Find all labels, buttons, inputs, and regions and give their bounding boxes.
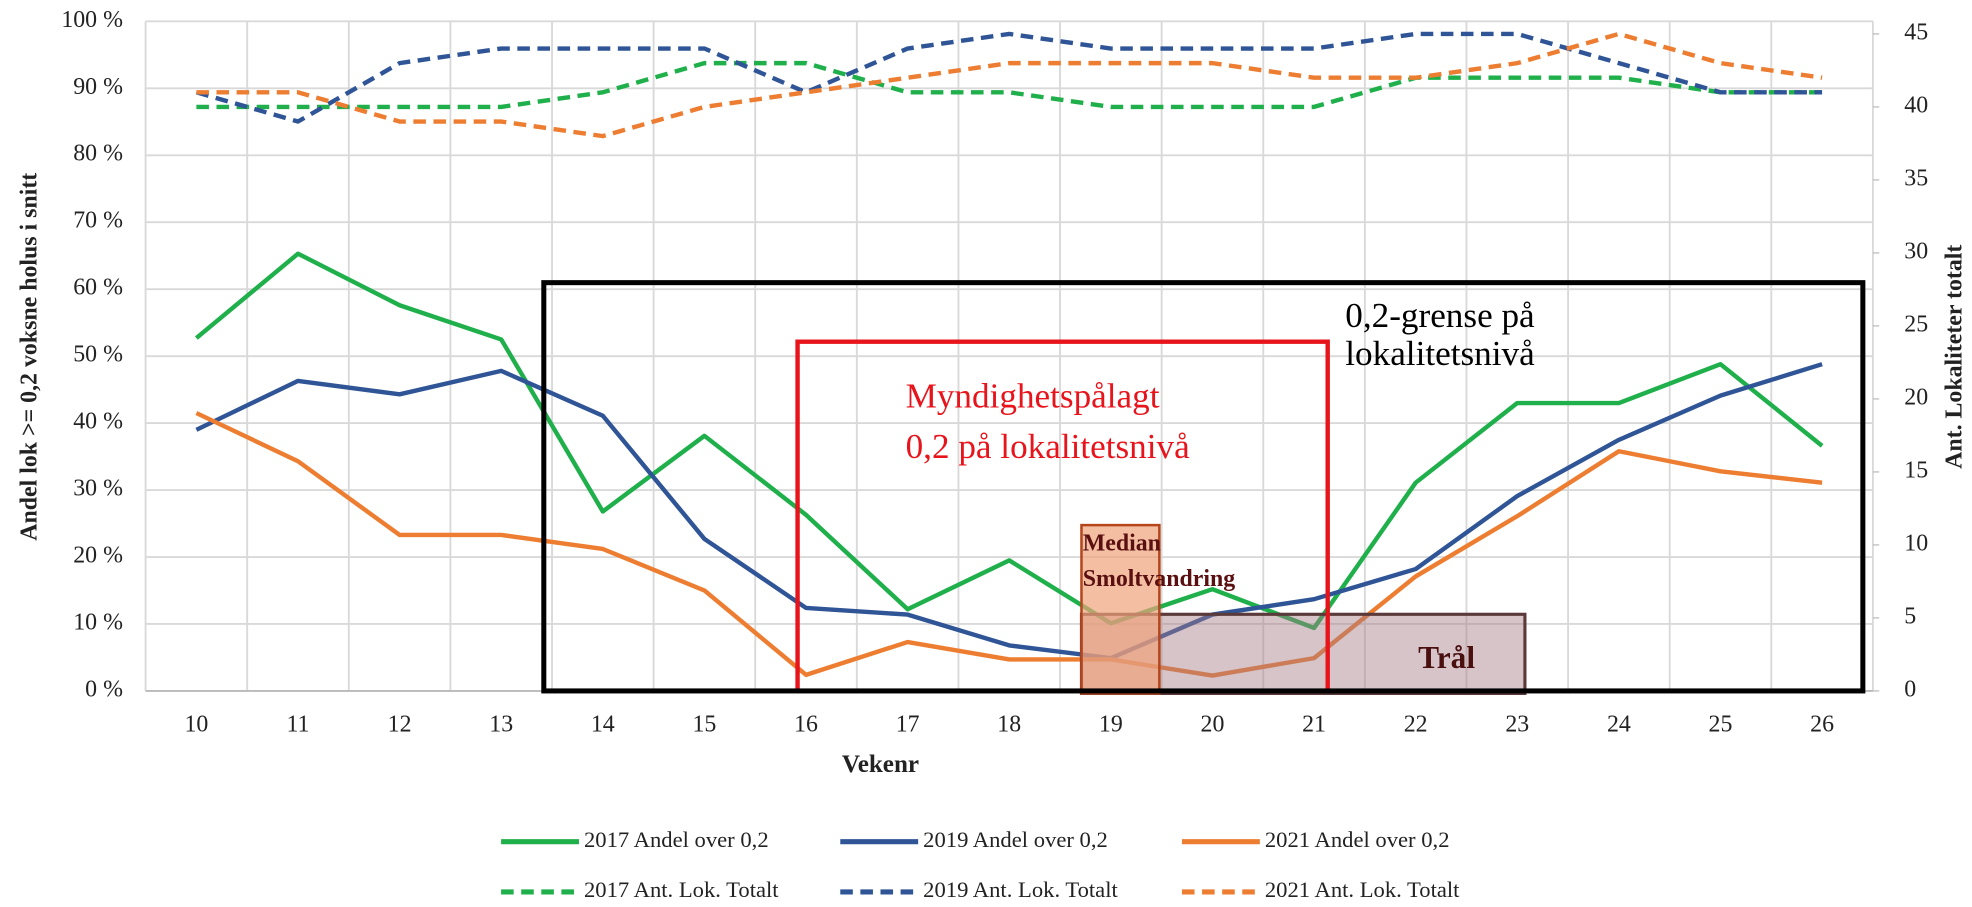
legend-label: 2019 Andel over 0,2 — [923, 827, 1108, 852]
series-line — [195, 411, 1823, 678]
x-tick-label: 17 — [896, 712, 920, 738]
x-tick-label: 12 — [388, 712, 412, 738]
x-tick-label: 13 — [489, 712, 513, 738]
legend-label: 2017 Andel over 0,2 — [584, 827, 769, 852]
x-tick-label: 22 — [1404, 712, 1428, 738]
series-line — [194, 251, 1824, 631]
legend-label: 2017 Ant. Lok. Totalt — [584, 877, 779, 902]
annotation-boxes — [541, 280, 1866, 696]
y2-tick-label: 15 — [1904, 457, 1928, 483]
y2-tick-label: 20 — [1904, 384, 1928, 410]
x-tick-label: 25 — [1709, 712, 1733, 738]
y-tick-label: 20 % — [73, 542, 123, 568]
y-tick-label: 100 % — [61, 7, 123, 33]
y2-tick-label: 40 — [1904, 92, 1928, 118]
y2-tick-label: 25 — [1904, 311, 1928, 337]
y2-axis-label: Ant. Lokaliteter totalt — [1941, 245, 1967, 469]
y2-tick-label: 10 — [1904, 530, 1928, 556]
x-tick-label: 24 — [1607, 712, 1631, 738]
series-line — [195, 31, 1823, 124]
legend-label: 2021 Andel over 0,2 — [1265, 827, 1450, 852]
x-tick-label: 23 — [1505, 712, 1529, 738]
x-tick-label: 26 — [1810, 712, 1834, 738]
y-tick-label: 60 % — [73, 275, 123, 301]
series-line — [196, 31, 1823, 139]
annotation: Myndighetspålagt — [906, 377, 1160, 416]
x-tick-label: 21 — [1302, 712, 1326, 738]
x-tick-label: 15 — [692, 712, 716, 738]
grid — [144, 20, 1874, 692]
y-tick-label: 70 % — [73, 208, 123, 234]
legend-label: 2019 Ant. Lok. Totalt — [923, 877, 1118, 902]
annotation: 0,2 på lokalitetsnivå — [906, 427, 1191, 466]
x-axis-label: Vekenr — [842, 751, 919, 778]
y-tick-label: 30 % — [73, 476, 123, 502]
y2-tick-label: 30 — [1904, 238, 1928, 264]
annotation: Smoltvandring — [1083, 566, 1236, 592]
annotation: 0,2-grense på — [1345, 296, 1535, 335]
y2-tick-label: 0 — [1904, 676, 1916, 702]
y-tick-label: 80 % — [73, 141, 123, 167]
annotation: Median — [1083, 531, 1161, 557]
x-tick-label: 14 — [591, 712, 615, 738]
y-axis-label: Andel lok >= 0,2 voksne holus i snitt — [17, 173, 43, 541]
legend-label: 2021 Ant. Lok. Totalt — [1265, 877, 1460, 902]
black-box — [541, 280, 1866, 694]
series-line — [196, 60, 1823, 110]
y2-tick-label: 35 — [1904, 165, 1928, 191]
x-tick-label: 10 — [184, 712, 208, 738]
y-tick-label: 50 % — [73, 342, 123, 368]
y2-tick-label: 5 — [1904, 603, 1916, 629]
y-tick-label: 40 % — [73, 409, 123, 435]
x-tick-label: 16 — [794, 712, 818, 738]
x-tick-label: 18 — [997, 712, 1021, 738]
y-tick-label: 10 % — [73, 609, 123, 635]
annotation: Trål — [1418, 640, 1475, 675]
median-box — [1080, 523, 1161, 695]
y-tick-label: 0 % — [85, 676, 123, 702]
series-line — [195, 362, 1823, 661]
x-tick-label: 20 — [1201, 712, 1225, 738]
y-tick-label: 90 % — [73, 74, 123, 100]
x-tick-label: 19 — [1099, 712, 1123, 738]
annotation: lokalitetsnivå — [1345, 334, 1535, 373]
y2-tick-label: 45 — [1904, 19, 1928, 45]
x-tick-label: 11 — [286, 712, 309, 738]
